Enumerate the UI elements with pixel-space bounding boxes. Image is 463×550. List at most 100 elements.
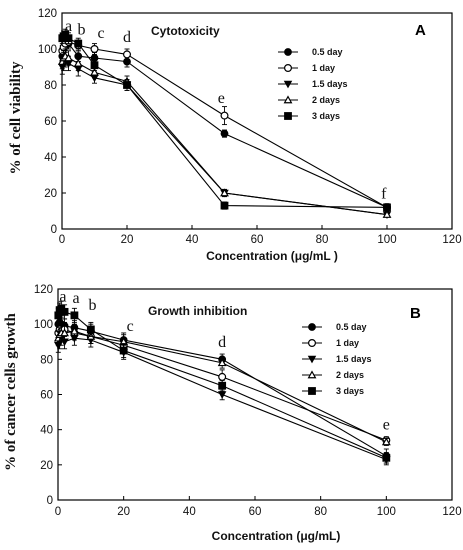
legend-label: 1 day <box>336 338 359 348</box>
legend-label: 3 days <box>336 386 364 396</box>
data-point <box>123 81 131 89</box>
y-tick-label: 100 <box>38 44 57 56</box>
legend-entry: 2 days <box>278 95 340 105</box>
legend-label: 0.5 day <box>336 322 367 332</box>
annotation-letter: b <box>78 22 86 39</box>
y-axis-label: % of cancer cells growth <box>3 312 19 470</box>
x-tick-label: 0 <box>55 506 61 518</box>
y-tick-label: 40 <box>40 425 53 437</box>
data-point <box>90 44 99 53</box>
x-tick-label: 120 <box>442 234 461 246</box>
annotation-letter: e <box>218 90 225 107</box>
y-tick-label: 0 <box>51 224 57 236</box>
legend-marker <box>307 370 317 379</box>
plot-frame <box>57 288 453 501</box>
panel-letter: A <box>415 22 426 39</box>
y-tick-label: 80 <box>40 354 53 366</box>
x-tick-label: 20 <box>121 234 134 246</box>
annotation-letter: d <box>218 334 226 351</box>
data-point <box>218 381 227 390</box>
annotation-letter: a <box>73 290 80 307</box>
x-tick-label: 40 <box>186 234 199 246</box>
chart-panel-B: 0 20 40 60 80 100 120 0 20 40 60 80 100 120 Concentrat… <box>3 284 462 543</box>
legend-marker <box>284 48 292 56</box>
legend-label: 0.5 day <box>312 47 343 57</box>
x-tick-label: 60 <box>251 234 264 246</box>
annotation-letter: a <box>59 288 66 305</box>
legend-label: 2 days <box>312 95 340 105</box>
data-point <box>220 129 229 138</box>
y-tick-label: 20 <box>44 188 57 200</box>
x-tick-label: 80 <box>314 506 327 518</box>
x-tick-label: 120 <box>442 506 461 518</box>
legend-label: 1.5 days <box>312 79 348 89</box>
legend-entry: 3 days <box>302 386 364 396</box>
data-point <box>217 358 227 367</box>
legend-entry: 0.5 day <box>278 47 343 57</box>
data-point <box>383 203 391 212</box>
data-point <box>64 34 73 43</box>
y-axis-label: % of cell viability <box>8 61 24 174</box>
y-tick-label: 60 <box>44 116 57 128</box>
y-tick-label: 120 <box>34 284 53 296</box>
data-point <box>220 201 229 210</box>
series-1-5-days <box>54 330 391 466</box>
legend-entry: 1 day <box>278 63 335 73</box>
series-3-days <box>58 28 391 212</box>
x-axis-label: Concentration (μg/mL ) <box>206 249 338 263</box>
x-tick-label: 20 <box>117 506 130 518</box>
annotation-letter: c <box>127 318 134 335</box>
legend-entry: 2 days <box>302 370 364 380</box>
annotation-letter: f <box>381 185 387 202</box>
y-tick-label: 20 <box>40 460 53 472</box>
data-point <box>220 111 229 120</box>
legend-marker <box>284 112 292 120</box>
data-point <box>381 437 391 446</box>
data-point <box>60 307 69 316</box>
legend-marker <box>284 63 293 72</box>
data-point <box>218 372 227 381</box>
data-point <box>74 39 83 48</box>
legend-label: 1 day <box>312 63 335 73</box>
chart-panel-A: 0 20 40 60 80 100 120 0 20 40 60 80 100 120 Concentrat… <box>8 8 462 263</box>
y-tick-label: 100 <box>34 319 53 331</box>
y-tick-label: 60 <box>40 390 53 402</box>
data-point <box>119 346 128 355</box>
legend-marker <box>308 387 316 395</box>
x-tick-label: 100 <box>377 234 396 246</box>
legend-entry: 3 days <box>278 111 340 121</box>
legend-entry: 0.5 day <box>302 322 367 332</box>
x-tick-label: 80 <box>316 234 329 246</box>
data-point <box>86 325 95 334</box>
x-tick-label: 0 <box>59 234 65 246</box>
data-point <box>69 326 79 335</box>
data-point <box>70 311 79 320</box>
x-tick-label: 100 <box>377 506 396 518</box>
y-tick-label: 0 <box>47 495 53 507</box>
x-tick-label: 60 <box>249 506 262 518</box>
legend-marker <box>307 355 317 364</box>
legend-entry: 1 day <box>302 338 359 348</box>
x-axis-label: Concentration (μg/mL) <box>212 529 341 543</box>
annotation-letter: c <box>97 25 104 42</box>
data-point <box>90 67 99 76</box>
legend-marker <box>308 323 316 331</box>
annotation-letter: e <box>383 417 390 434</box>
panel-letter: B <box>410 305 421 322</box>
data-point <box>382 209 392 218</box>
x-tick-label: 40 <box>183 506 196 518</box>
legend-entry: 1.5 days <box>278 79 348 89</box>
annotation-letter: b <box>88 297 96 314</box>
data-point <box>60 328 69 337</box>
series-1-day <box>58 35 392 212</box>
legend-label: 3 days <box>312 111 340 121</box>
y-tick-label: 80 <box>44 80 57 92</box>
chart-title: Cytotoxicity <box>151 24 220 38</box>
legend-marker <box>283 95 293 104</box>
data-point <box>220 188 229 197</box>
series-3-days <box>54 300 391 464</box>
legend-marker <box>283 80 293 89</box>
legend-marker <box>308 339 317 348</box>
plot-frame <box>61 12 453 230</box>
